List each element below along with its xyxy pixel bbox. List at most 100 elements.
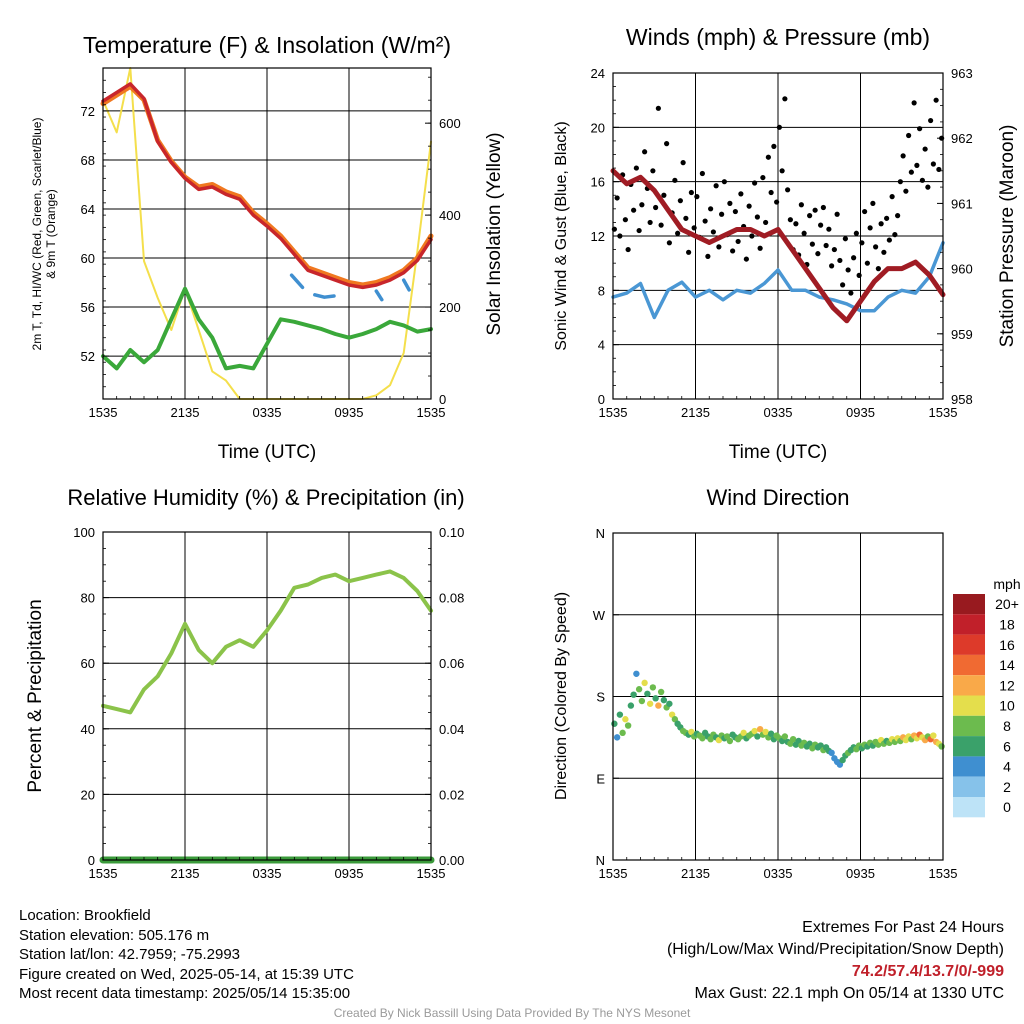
gust-point [688, 189, 694, 196]
gust-point [672, 177, 678, 183]
station-latlon: Station lat/lon: 42.7959; -75.2993 [19, 946, 241, 963]
x-tick-label: 1535 [929, 866, 958, 881]
x-tick-label: 2135 [681, 866, 710, 881]
gust-point [809, 241, 815, 247]
windchill-segment [401, 278, 411, 292]
gust-point [675, 230, 681, 236]
gust-point [807, 213, 813, 219]
winds-title: Winds (mph) & Pressure (mb) [626, 24, 930, 50]
gust-point [779, 168, 785, 174]
y-tick-label: 64 [81, 202, 95, 217]
gust-point [878, 221, 884, 227]
colorbar-swatch [953, 614, 985, 635]
gust-point [870, 200, 876, 206]
direction-point [635, 686, 643, 693]
temperature-ylabel-line2: & 9m T (Orange) [44, 189, 58, 279]
direction-point [622, 716, 629, 723]
temperature-panel: Temperature (F) & Insolation (W/m²) 1535… [30, 32, 505, 463]
colorbar-label: 10 [999, 698, 1015, 714]
colorbar-swatch [953, 654, 985, 676]
direction-point [781, 733, 789, 740]
gust-point [851, 255, 857, 261]
y-tick-label: S [596, 690, 605, 705]
x-tick-label: 1535 [89, 405, 118, 420]
humidity-frame [102, 531, 432, 861]
gust-point [840, 282, 846, 288]
winds-axes: 1535 2135 0335 0935 153504812162024958959960… [591, 66, 973, 420]
gust-point [826, 226, 832, 232]
gust-point [897, 179, 903, 185]
temperature-xlabel: Time (UTC) [218, 442, 317, 463]
y-tick-label: N [596, 526, 605, 541]
gust-point [694, 194, 700, 200]
colorbar-label: 8 [1003, 718, 1011, 734]
temp2m-line [101, 82, 433, 290]
direction-point [630, 691, 637, 698]
direction-point [660, 696, 668, 704]
temperature-series [100, 67, 434, 400]
direction-point [638, 697, 646, 705]
gust-point [785, 187, 791, 193]
extremes-values: 74.2/57.4/13.7/0/-999 [851, 963, 1004, 980]
colorbar-label: 0 [1003, 799, 1011, 815]
direction-point [611, 720, 618, 727]
gust-point [735, 238, 741, 245]
extremes-box: Extremes For Past 24 Hours (High/Low/Max… [667, 917, 1004, 1005]
y2-tick-label: 400 [439, 208, 461, 223]
y2-tick-label: 200 [439, 300, 461, 315]
gust-point [664, 141, 670, 147]
extremes-title: Extremes For Past 24 Hours [802, 919, 1004, 936]
gust-point [666, 240, 672, 246]
gust-point [914, 162, 920, 168]
gust-point [719, 211, 725, 217]
y-tick-label: 20 [81, 787, 95, 802]
gust-point [845, 267, 851, 273]
y-tick-label: 24 [591, 66, 605, 81]
x-tick-label: 0935 [335, 866, 364, 881]
y-tick-label: N [596, 853, 605, 868]
direction-point [726, 737, 734, 745]
y-tick-label: 16 [591, 175, 605, 190]
colorbar-label: 14 [999, 657, 1015, 673]
direction-point [619, 729, 626, 737]
station-elevation: Station elevation: 505.176 m [19, 926, 210, 944]
gust-point [936, 166, 942, 173]
gust-point [917, 126, 923, 132]
gust-point [908, 169, 914, 175]
winds-panel: Winds (mph) & Pressure (mb) 1535 2135 0335… [553, 24, 1018, 463]
direction-point [756, 726, 764, 733]
gust-point [617, 233, 623, 239]
gust-point [713, 183, 719, 189]
x-tick-label: 1535 [417, 405, 446, 420]
gust-point [710, 229, 716, 235]
x-tick-label: 0335 [764, 405, 793, 420]
winds-ylabel: Sonic Wind & Gust (Blue, Black) [553, 121, 570, 350]
direction-panel: Wind Direction 1535 2135 0335 0935 1535NESWN… [553, 485, 1021, 881]
winds-frame [612, 72, 944, 400]
gust-point [699, 170, 705, 177]
gust-point [823, 242, 829, 249]
direction-point [616, 711, 624, 718]
y-tick-label: E [596, 771, 605, 786]
gust-point [642, 149, 648, 155]
direction-series [611, 670, 945, 768]
direction-point [789, 735, 797, 743]
humidity-panel: Relative Humidity (%) & Precipitation (i… [25, 485, 465, 881]
credit-line: Created By Nick Bassill Using Data Provi… [333, 1006, 691, 1020]
pressure-line [610, 168, 946, 324]
gust-point [776, 124, 782, 130]
y2-tick-label: 600 [439, 116, 461, 131]
gust-point [771, 143, 777, 149]
gust-point [622, 217, 628, 223]
x-tick-label: 2135 [681, 405, 710, 420]
direction-point [828, 749, 835, 757]
gust-point [919, 177, 925, 183]
direction-point [646, 700, 654, 707]
gust-point [867, 225, 873, 231]
direction-point [767, 730, 775, 737]
direction-frame [612, 532, 944, 861]
winds-xlabel: Time (UTC) [729, 442, 828, 463]
gust-point [658, 222, 664, 228]
